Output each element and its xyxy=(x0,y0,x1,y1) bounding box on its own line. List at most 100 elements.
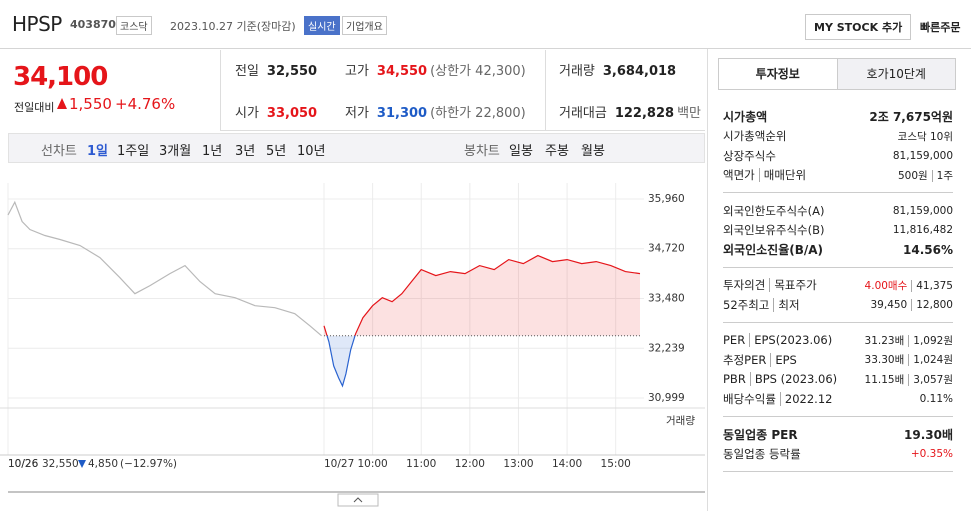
line xyxy=(7,200,322,337)
value-text: 31.23배 xyxy=(864,334,905,347)
period-tab[interactable]: 3개월 xyxy=(159,144,192,159)
collapse-icon xyxy=(353,497,363,503)
label-text: 추정PER xyxy=(723,352,767,367)
period-tab[interactable]: 5년 xyxy=(266,144,287,159)
info-row: 외국인소진율(B/A) 14.56% xyxy=(723,240,953,260)
info-row: 외국인보유주식수(B) 11,816,482 xyxy=(723,221,953,241)
info-label: 시가총액 xyxy=(723,108,767,125)
info-label: 배당수익률 2022.12 xyxy=(723,391,833,407)
period-tab[interactable]: 1주일 xyxy=(117,144,150,159)
label-text: EPS(2023.06) xyxy=(749,333,833,348)
period-tab[interactable]: 10년 xyxy=(297,144,326,159)
info-value: 33.30배 1,024원 xyxy=(865,352,953,367)
label-text: 시가총액 xyxy=(723,110,768,125)
change: 1,550 xyxy=(69,95,112,113)
info-value: 81,159,000 xyxy=(893,150,953,162)
quote-item: 거래대금 122,828 백만 xyxy=(559,102,701,121)
footer-value: 32,550 xyxy=(42,458,79,470)
quote-item: 거래량 3,684,018 xyxy=(559,60,676,79)
side-tab[interactable]: 투자정보 xyxy=(719,59,837,89)
label-text: 외국인소진율(B/A) xyxy=(723,243,824,258)
label-text: 상장주식수 xyxy=(723,148,776,163)
value-text: 12,800 xyxy=(911,298,953,311)
value-text: +0.35% xyxy=(910,447,953,460)
value-text: 0.11% xyxy=(919,392,953,405)
tab-label: 봉차트 xyxy=(464,144,500,159)
value-text: 11,816,482 xyxy=(892,224,953,237)
info-label: 추정PER EPS xyxy=(723,352,797,368)
side-tab[interactable]: 호가10단계 xyxy=(836,59,955,89)
y-tick-label: 32,239 xyxy=(648,342,685,354)
label-text: 배당수익률 xyxy=(723,391,776,406)
footer-change: 4,850 xyxy=(88,458,118,470)
info-value: 4.00매수 41,375 xyxy=(865,278,953,293)
info-row: 시가총액 2조 7,675억원 xyxy=(723,107,953,127)
value-text: 41,375 xyxy=(911,279,953,292)
quote-value: 3,684,018 xyxy=(602,64,677,79)
side-tabs: 투자정보 호가10단계 xyxy=(718,58,956,90)
info-row: PBR BPS (2023.06) 11.15배 3,057원 xyxy=(723,370,953,390)
info-value: 31.23배 1,092원 xyxy=(865,333,953,348)
quote-label: 거래대금 xyxy=(559,106,607,121)
value-text: 11.15배 xyxy=(864,373,905,386)
quote-table: 전일 32,550 고가 34,550 (상한가 42,300) 거래량 3,684,018… xyxy=(220,50,705,131)
quote-item: 전일 32,550 xyxy=(235,60,317,79)
date: 2023.10.27 기준(장마감) xyxy=(170,20,296,33)
label-text: PER xyxy=(723,333,746,348)
value-text: 39,450 xyxy=(870,298,908,311)
price-panel: 34,100 전일대비 1,550 +4.76% xyxy=(0,50,220,130)
info-label: PBR BPS (2023.06) xyxy=(723,372,838,387)
info-label: 상장주식수 xyxy=(723,148,776,164)
quote-label: 시가 xyxy=(235,106,259,121)
quote-value: 33,050 xyxy=(266,106,318,121)
collapse-button[interactable] xyxy=(337,493,379,507)
info-value: +0.35% xyxy=(911,448,953,460)
quote-label: 고가 xyxy=(345,64,369,79)
candle-tab[interactable]: 월봉 xyxy=(581,144,605,159)
info-value: 2조 7,675억원 xyxy=(869,108,953,125)
info-row: 52주최고 최저 39,450 12,800 xyxy=(723,295,953,315)
label-text: PBR xyxy=(723,372,746,387)
info-section: 투자의견 목표주가 4.00매수 41,375 52주최고 최저 39,450 12,800 xyxy=(723,268,953,323)
chart-tabs: 선차트 1일 1주일 3개월 1년 3년 5년 10년 봉차트 일봉 주봉 월봉 xyxy=(8,133,705,163)
info-row: 투자의견 목표주가 4.00매수 41,375 xyxy=(723,276,953,296)
candle-tab[interactable]: 일봉 xyxy=(509,144,533,159)
change-rate: +4.76% xyxy=(115,95,176,113)
realtime-badge[interactable]: 실시간 xyxy=(304,16,340,35)
info-row: 액면가 매매단위 500원 1주 xyxy=(723,166,953,186)
stock-name: HPSP xyxy=(12,12,62,36)
y-tick-label: 34,720 xyxy=(648,243,685,255)
label-text: 목표주가 xyxy=(769,278,817,293)
line-up xyxy=(323,254,641,336)
info-row: PER EPS(2023.06) 31.23배 1,092원 xyxy=(723,331,953,351)
info-value: 14.56% xyxy=(903,243,953,257)
quote-extra: 백만 xyxy=(677,106,701,121)
quick-order[interactable]: 빠른주문 xyxy=(920,21,961,34)
info-label: 동일업종 등락률 xyxy=(723,446,801,462)
quote-item: 저가 31,300 (하한가 22,800) xyxy=(345,102,526,121)
label-text: 액면가 xyxy=(723,168,755,183)
area-up xyxy=(324,255,640,336)
info-section: 시가총액 2조 7,675억원 시가총액순위 코스닥 10위 상장주식수 81,159,0… xyxy=(723,99,953,193)
footer-rate: (−12.97%) xyxy=(120,458,177,470)
quote-item: 시가 33,050 xyxy=(235,102,317,121)
period-tab[interactable]: 1년 xyxy=(202,144,223,159)
info-label: 동일업종 PER xyxy=(723,426,798,443)
period-tab[interactable]: 1일 xyxy=(87,144,109,159)
change-label: 전일대비 xyxy=(14,101,55,114)
value-text: 81,159,000 xyxy=(892,204,953,217)
current-price: 34,100 xyxy=(13,62,108,92)
volume-label: 거래량 xyxy=(666,415,695,427)
info-label: 외국인한도주식수(A) xyxy=(723,203,824,219)
info-section: 외국인한도주식수(A) 81,159,000 외국인보유주식수(B) 11,816,4… xyxy=(723,193,953,268)
divider xyxy=(545,50,546,130)
info-section: 동일업종 PER 19.30배 동일업종 등락률 +0.35% xyxy=(723,417,953,472)
mystock-button[interactable]: MY STOCK 추가 xyxy=(805,14,912,40)
candle-tab[interactable]: 주봉 xyxy=(545,144,569,159)
label-text: 외국인보유주식수(B) xyxy=(723,223,825,238)
company-button[interactable]: 기업개요 xyxy=(342,16,387,35)
label-text: 동일업종 등락률 xyxy=(723,446,801,461)
side-panel: 투자정보 호가10단계 시가총액 2조 7,675억원 시가총액순위 코스닥 10위 상… xyxy=(707,49,971,511)
period-tab[interactable]: 3년 xyxy=(235,144,256,159)
